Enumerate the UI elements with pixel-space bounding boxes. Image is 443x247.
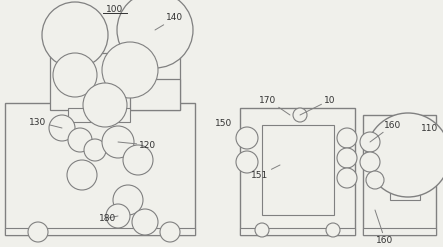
Circle shape [102,42,158,98]
Circle shape [366,171,384,189]
Bar [5,228,195,235]
Text: 120: 120 [118,141,156,149]
Text: 100: 100 [106,4,124,14]
Circle shape [28,222,48,242]
Circle shape [68,128,92,152]
Circle shape [102,126,134,158]
Circle shape [67,160,97,190]
Text: 130: 130 [29,118,62,128]
Circle shape [49,115,75,141]
Circle shape [236,127,258,149]
Circle shape [160,222,180,242]
Bar [363,115,436,235]
Bar [240,108,355,235]
Circle shape [255,223,269,237]
Text: 10: 10 [300,96,336,115]
Text: 110: 110 [421,124,438,132]
Bar [68,108,130,122]
Circle shape [360,132,380,152]
Circle shape [123,145,153,175]
Text: 170: 170 [259,96,290,115]
Circle shape [337,168,357,188]
Bar [240,228,355,235]
Bar [5,103,195,235]
Circle shape [83,83,127,127]
Circle shape [360,152,380,172]
Circle shape [106,204,130,228]
Text: 160: 160 [375,210,394,245]
Circle shape [337,148,357,168]
Text: 151: 151 [251,165,280,180]
Circle shape [366,113,443,197]
Circle shape [293,108,307,122]
Text: 160: 160 [370,121,402,142]
Circle shape [84,139,106,161]
Bar [50,53,180,110]
Circle shape [326,223,340,237]
Bar [262,125,334,215]
Circle shape [337,128,357,148]
Circle shape [53,53,97,97]
Bar [390,160,420,200]
Circle shape [113,185,143,215]
Circle shape [42,2,108,68]
Text: 180: 180 [99,213,118,223]
Circle shape [132,209,158,235]
Text: 150: 150 [215,119,232,127]
Text: 140: 140 [155,14,183,30]
Bar [130,79,180,110]
Circle shape [236,151,258,173]
Circle shape [117,0,193,68]
Bar [363,228,436,235]
